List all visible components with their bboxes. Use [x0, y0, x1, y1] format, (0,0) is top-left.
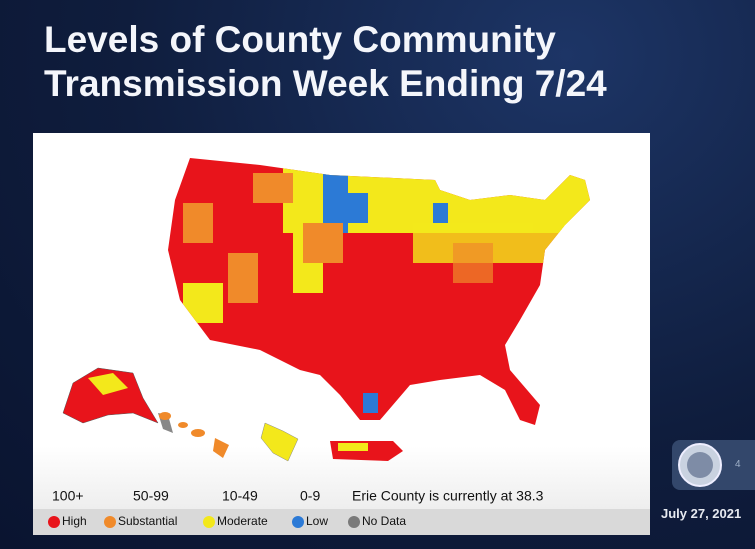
seal-badge: [672, 440, 755, 490]
legend-swatch: [104, 516, 116, 528]
legend-note: Erie County is currently at 38.3: [352, 488, 544, 504]
seal: [678, 443, 722, 487]
hawaii: [159, 412, 171, 420]
legend-label: High: [62, 514, 87, 528]
puerto-rico-patch: [338, 443, 368, 451]
legend-swatch: [348, 516, 360, 528]
hawaii: [213, 438, 229, 458]
legend-band: [33, 509, 650, 535]
legend-label: Substantial: [118, 514, 177, 528]
legend-range: 0-9: [300, 488, 320, 504]
legend-range: 50-99: [133, 488, 169, 504]
legend-swatch: [48, 516, 60, 528]
slide-title: Levels of County Community Transmission …: [44, 18, 607, 106]
guam: [260, 422, 299, 462]
title-line: Transmission Week Ending 7/24: [44, 63, 607, 104]
slide-date: July 27, 2021: [661, 506, 742, 521]
legend-swatch: [292, 516, 304, 528]
legend-label: Low: [306, 514, 328, 528]
legend-range: 10-49: [222, 488, 258, 504]
map: 100+ High 50-99 Substantial 10-49 Moderate 0-9…: [33, 158, 650, 535]
map-panel: 100+ High 50-99 Substantial 10-49 Moderate 0-9…: [33, 133, 650, 535]
legend-label: No Data: [362, 514, 406, 528]
legend-range: 100+: [52, 488, 84, 504]
hawaii: [191, 429, 205, 437]
title-line: Levels of County Community: [44, 19, 556, 60]
alaska: [62, 367, 159, 424]
hawaii: [178, 422, 188, 428]
alaska-patch: [88, 373, 128, 395]
mainland: [168, 158, 590, 425]
legend-swatch: [203, 516, 215, 528]
page-number: 4: [735, 459, 741, 470]
legend-label: Moderate: [217, 514, 268, 528]
